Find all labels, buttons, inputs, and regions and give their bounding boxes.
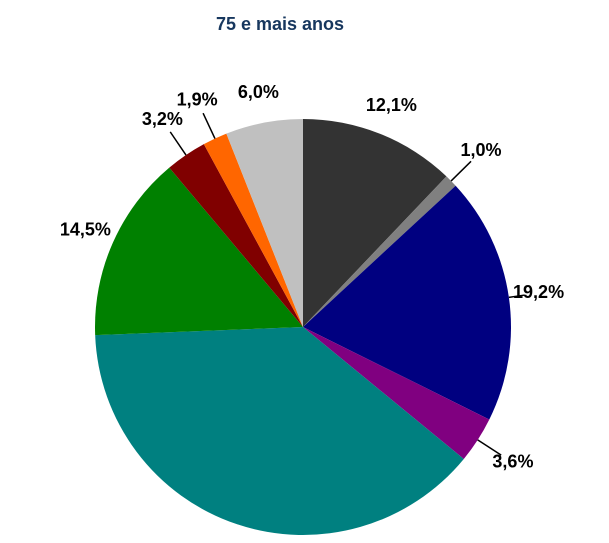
pie-slice xyxy=(95,327,464,535)
pie-slice xyxy=(303,185,512,420)
data-label: 14,5% xyxy=(60,219,111,239)
leader-line xyxy=(477,439,502,456)
pie-slice xyxy=(169,144,303,327)
pie-slice xyxy=(226,119,303,327)
data-label: 12,1% xyxy=(366,95,417,115)
leader-line xyxy=(508,294,525,299)
data-label: 6,0% xyxy=(238,82,279,102)
data-label: 1,9% xyxy=(177,89,218,109)
pie-slice xyxy=(303,119,447,327)
data-label: 3,2% xyxy=(142,109,183,129)
data-label: 1,0% xyxy=(461,140,502,160)
leader-line xyxy=(450,160,472,182)
leader-line xyxy=(202,112,216,139)
pie-slice xyxy=(303,176,456,327)
data-label: 38,4% xyxy=(202,541,253,543)
pie-slice xyxy=(203,133,303,327)
pie-slice xyxy=(303,327,490,459)
pie-slice xyxy=(94,167,303,336)
chart-title: 75 e mais anos xyxy=(216,14,344,34)
data-label: 19,2% xyxy=(513,282,564,302)
leader-line xyxy=(169,131,187,156)
data-label: 3,6% xyxy=(492,451,533,471)
